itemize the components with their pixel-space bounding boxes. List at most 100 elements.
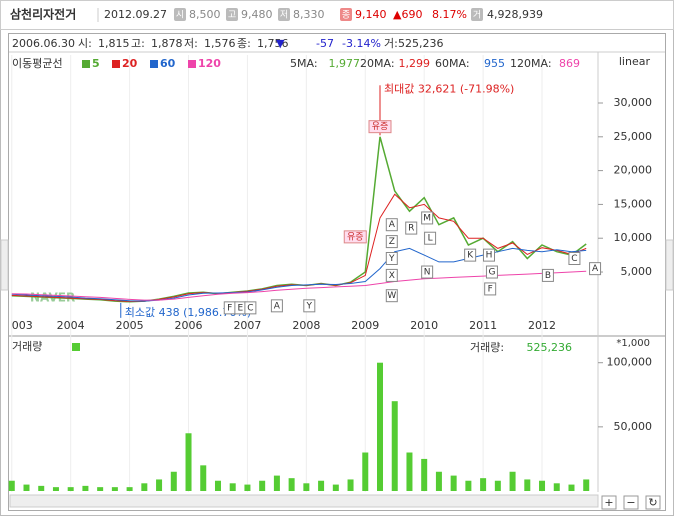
event-label: B <box>545 271 551 281</box>
event-label: C <box>247 303 253 313</box>
event-label: 유증 <box>372 121 389 132</box>
volume-bar <box>347 479 354 491</box>
info-volume-label: 거: <box>384 37 398 50</box>
field-value: 9,480 <box>241 8 273 21</box>
volume-bar <box>377 362 384 491</box>
event-marker <box>270 299 283 313</box>
volume-bar <box>38 485 45 491</box>
x-tick-label: 2006 <box>175 319 203 332</box>
right-handle[interactable] <box>665 239 674 291</box>
event-marker <box>464 248 477 262</box>
event-marker <box>244 301 257 315</box>
legend-swatch <box>112 60 120 68</box>
header-bar <box>0 0 674 30</box>
change: ▲690 <box>393 8 422 21</box>
field-badge <box>226 8 238 21</box>
y-tick-label: 10,000 <box>614 231 653 244</box>
field-badge <box>174 8 186 21</box>
field-label: 저 <box>280 10 288 21</box>
volume-bar <box>82 485 89 491</box>
volume-bar <box>185 433 192 491</box>
legend-label: 120 <box>198 57 221 70</box>
legend-label: 20 <box>122 57 138 70</box>
volume-bar <box>23 484 30 491</box>
event-marker <box>385 252 398 266</box>
field-value: 8,500 <box>189 8 221 21</box>
event-marker <box>589 262 602 276</box>
info-label: 시: <box>78 37 92 50</box>
event-label: F <box>227 303 232 313</box>
field-badge <box>278 8 290 21</box>
y-tick-label: 15,000 <box>614 197 653 210</box>
event-marker <box>421 211 434 225</box>
reset[interactable] <box>645 495 661 510</box>
info-volume-value: 525,236 <box>398 37 444 50</box>
chart-box <box>8 33 666 511</box>
y-tick-label: 50,000 <box>614 420 653 433</box>
event-label: G <box>488 268 495 278</box>
volume-value: 4,928,939 <box>487 8 543 21</box>
event-marker <box>484 282 497 296</box>
volume-bar <box>244 484 251 491</box>
legend-title: 이동평균선 <box>12 57 63 70</box>
info-value: 1,576 <box>204 37 236 50</box>
info-change: -57 <box>316 37 334 50</box>
event-marker <box>385 235 398 249</box>
ma-label: 20MA: <box>360 57 395 70</box>
legend-swatch <box>82 60 90 68</box>
volume-bar <box>421 458 428 491</box>
volume-swatch <box>72 343 80 351</box>
change-pct: 8.17% <box>432 8 467 21</box>
event-marker <box>424 231 437 245</box>
volume-bar <box>524 479 531 491</box>
event-label: N <box>424 268 431 278</box>
zoom-in[interactable] <box>601 495 617 510</box>
x-tick-label: 2004 <box>57 319 85 332</box>
field-badge <box>340 8 352 21</box>
event-marker <box>303 299 316 313</box>
volume-bar <box>111 487 118 491</box>
volume-bar <box>67 487 74 491</box>
left-handle[interactable] <box>0 239 9 291</box>
event-label: L <box>428 234 433 244</box>
legend-swatch <box>150 60 158 68</box>
volume-bar <box>494 480 501 491</box>
volume-legend-value: 525,236 <box>527 341 573 354</box>
event-marker <box>541 268 554 282</box>
event-label: M <box>423 213 431 223</box>
field-label: 시 <box>176 10 184 21</box>
volume-bar <box>435 471 442 491</box>
scrollbar[interactable] <box>9 494 599 508</box>
event-label: Z <box>389 237 395 247</box>
event-label: Y <box>306 301 313 311</box>
event-label: A <box>274 301 281 311</box>
ma-label: 5MA: <box>290 57 318 70</box>
event-marker <box>343 230 367 244</box>
volume-bar <box>8 480 15 491</box>
field-value: 8,330 <box>293 8 325 21</box>
annotation: 최대값 32,621 (-71.98%) <box>384 82 514 95</box>
ma-value: 1,299 <box>399 57 431 70</box>
x-tick-label: 2011 <box>469 319 497 332</box>
date: 2012.09.27 <box>104 8 167 21</box>
volume-bar <box>126 487 133 491</box>
volume-bar <box>288 478 295 491</box>
zoom-out[interactable] <box>623 495 639 510</box>
volume-bar <box>318 480 325 491</box>
x-tick-label: 2010 <box>410 319 438 332</box>
y-tick-label: 5,000 <box>621 265 653 278</box>
volume-bar <box>583 479 590 491</box>
y-tick-label: 30,000 <box>614 96 653 109</box>
volume-bar <box>391 401 398 491</box>
volume-bar <box>273 475 280 491</box>
volume-bar <box>97 487 104 491</box>
event-label: H <box>486 251 493 261</box>
event-label: C <box>571 254 577 264</box>
zoom-out-icon: − <box>626 496 635 509</box>
x-tick-label: 2008 <box>292 319 320 332</box>
x-tick-label: 2012 <box>528 319 556 332</box>
legend-swatch <box>188 60 196 68</box>
info-label: 저: <box>184 37 198 50</box>
event-label: Y <box>388 254 395 264</box>
event-marker <box>421 265 434 279</box>
